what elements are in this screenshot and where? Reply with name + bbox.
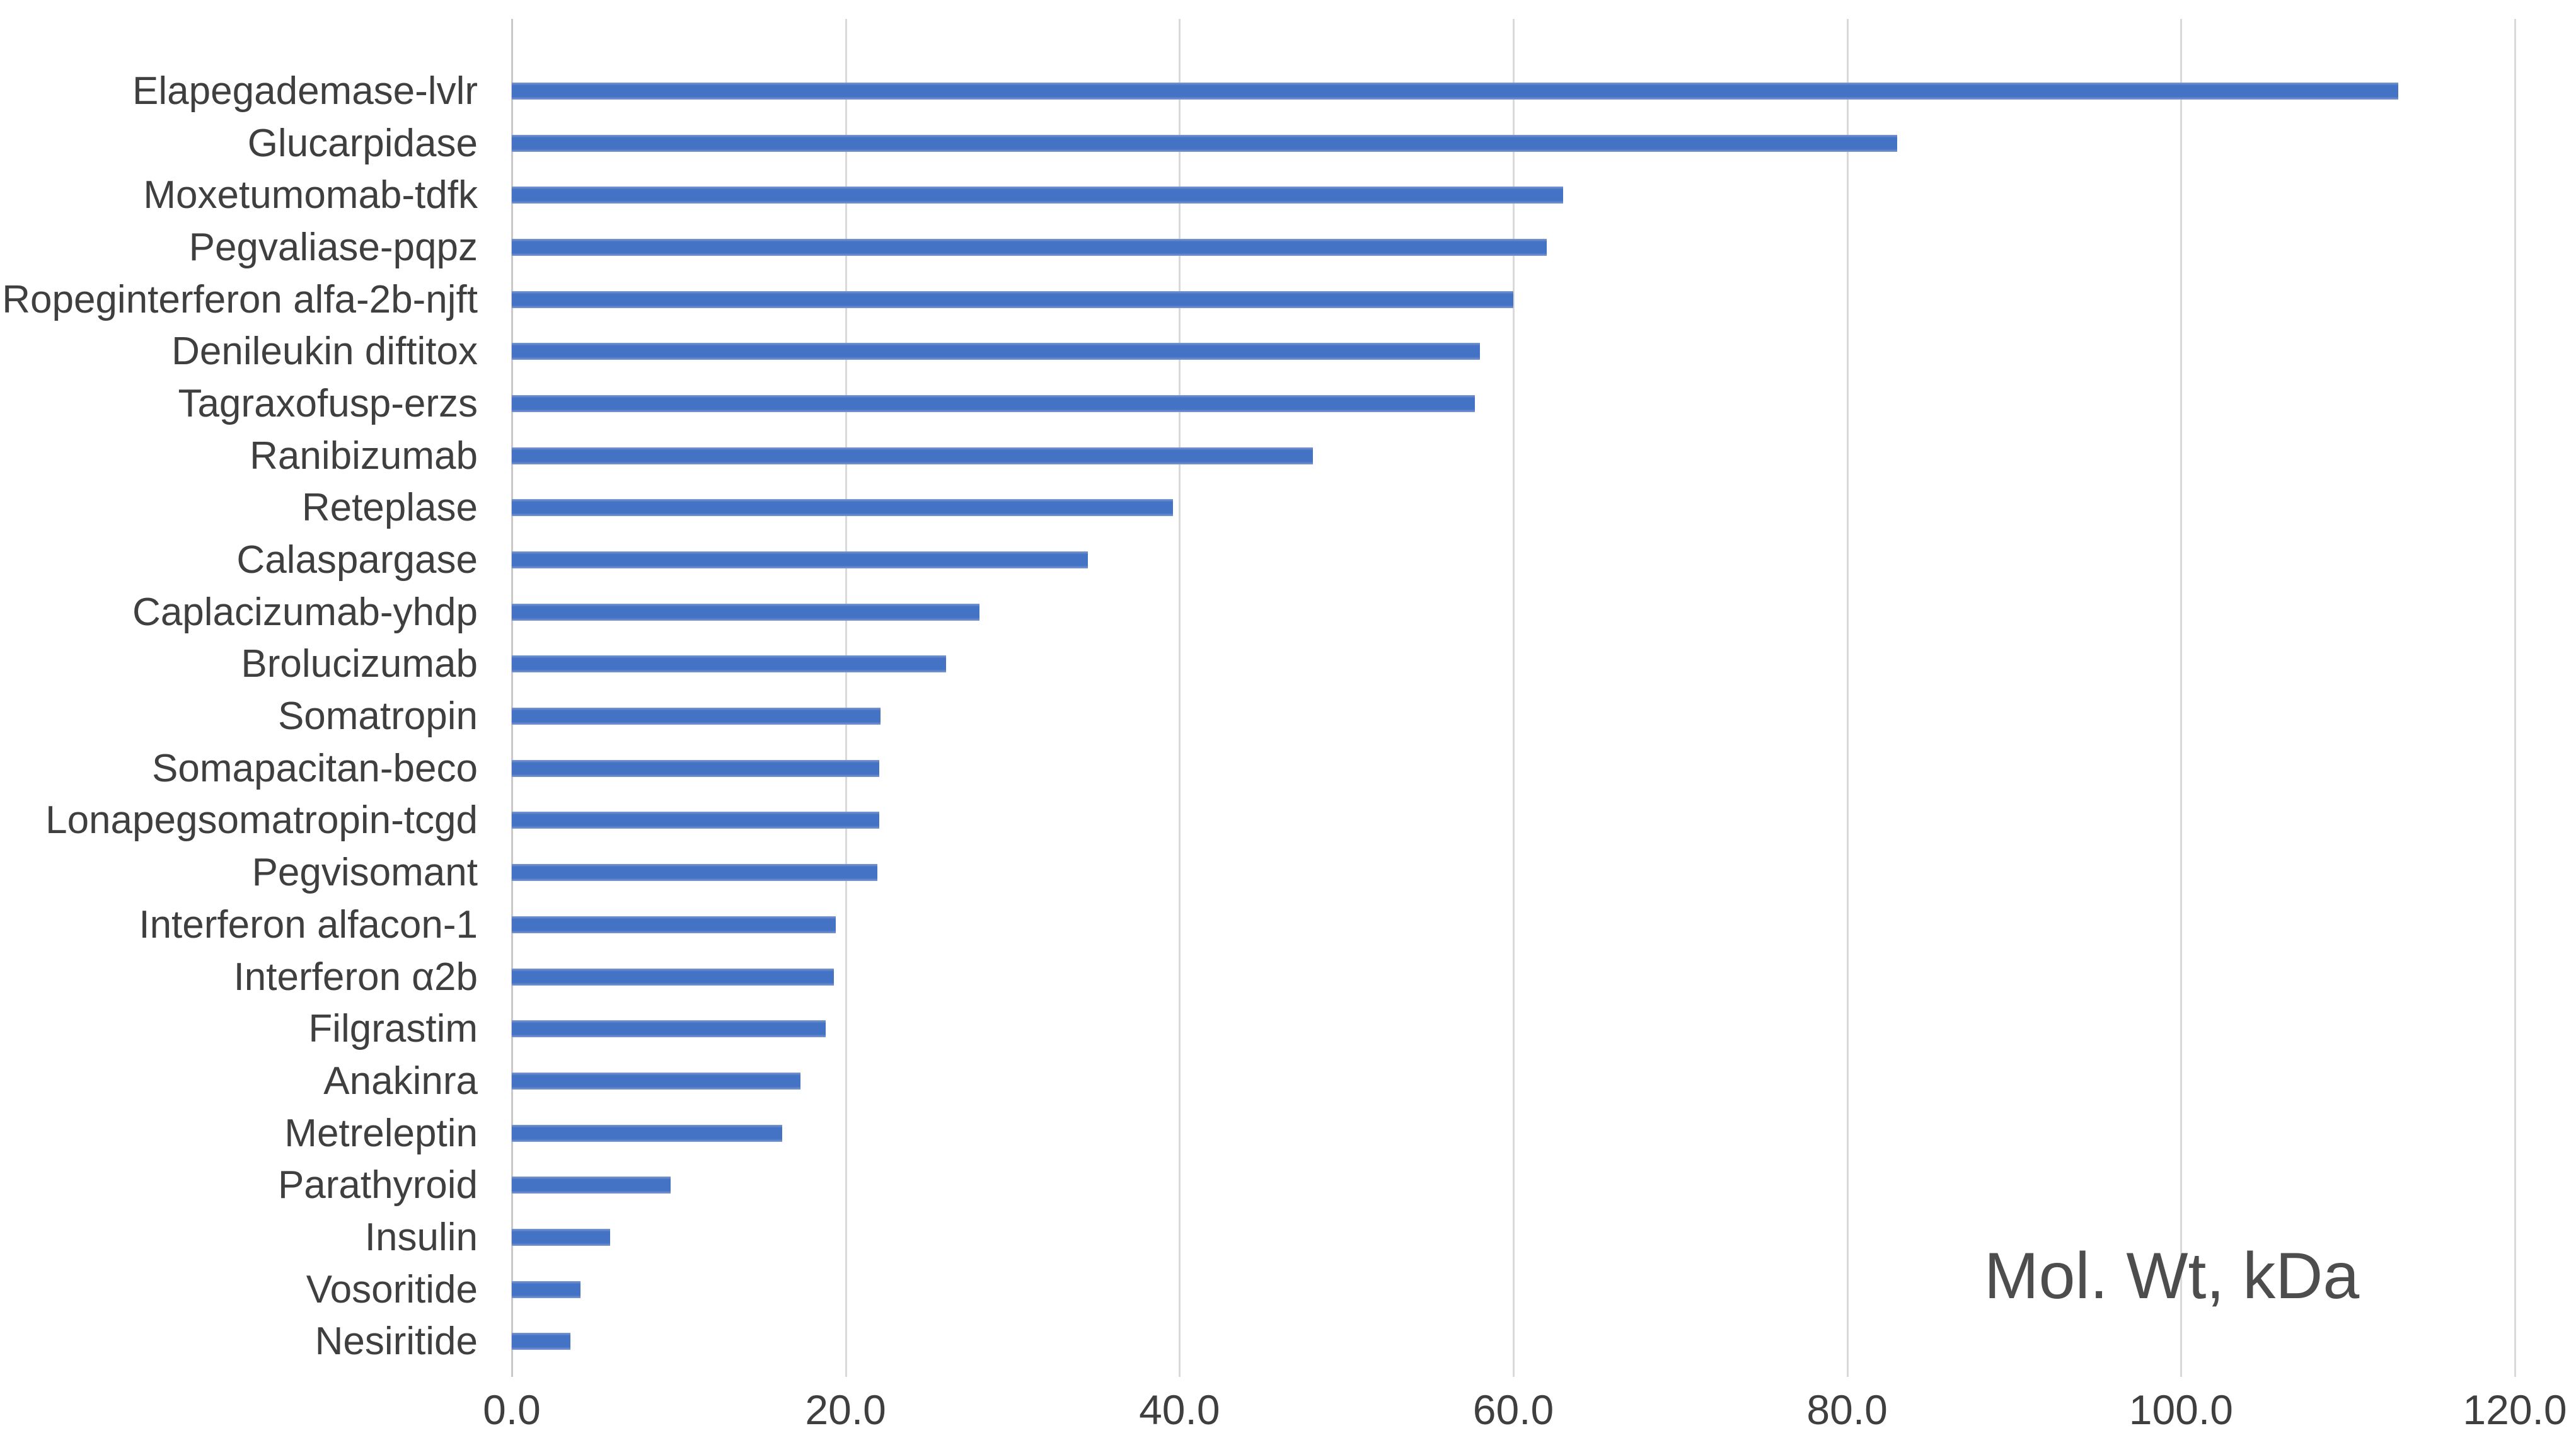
- category-label: Metreleptin: [284, 1111, 478, 1155]
- bar-row: [512, 951, 2515, 1003]
- bar-row: [512, 169, 2515, 221]
- bar-row: [512, 325, 2515, 377]
- bar: [512, 864, 877, 882]
- bar-row: [512, 1107, 2515, 1160]
- bar: [512, 1177, 671, 1194]
- category-label: Somatropin: [277, 694, 478, 739]
- gridline: [2514, 19, 2516, 1377]
- bar-row: [512, 65, 2515, 117]
- bar-row: [512, 899, 2515, 951]
- bar: [512, 82, 2398, 100]
- category-label: Ropeginterferon alfa-2b-njft: [2, 277, 478, 321]
- bar-row: [512, 795, 2515, 847]
- bar: [512, 1020, 826, 1038]
- category-label: Ranibizumab: [250, 434, 478, 478]
- bar-row: [512, 1316, 2515, 1368]
- x-tick-label: 60.0: [1472, 1386, 1554, 1433]
- category-label: Anakinra: [323, 1059, 478, 1103]
- bar: [512, 291, 1513, 308]
- bar-row: [512, 1055, 2515, 1107]
- category-label: Pegvisomant: [251, 851, 478, 895]
- category-label: Parathyroid: [277, 1163, 478, 1207]
- category-label: Filgrastim: [308, 1007, 478, 1051]
- bar: [512, 812, 879, 829]
- bar-row: [512, 846, 2515, 899]
- x-tick-label: 0.0: [483, 1386, 541, 1433]
- bar: [512, 968, 835, 986]
- bar-row: [512, 638, 2515, 691]
- bar-row: [512, 534, 2515, 586]
- category-label: Pegvaliase-pqpz: [188, 225, 478, 269]
- x-tick-label: 80.0: [1806, 1386, 1888, 1433]
- gridline: [1513, 19, 1515, 1377]
- bar: [512, 394, 1476, 412]
- x-axis-tick-labels: 0.0 20.0 40.0 60.0 80.0 100.0 120.0: [483, 1377, 2567, 1433]
- bars-container: [512, 65, 2515, 1367]
- bar: [512, 134, 1898, 152]
- gridline: [1179, 19, 1181, 1377]
- gridline: [845, 19, 847, 1377]
- category-label: Insulin: [364, 1215, 478, 1259]
- bar: [512, 655, 946, 673]
- category-label: Somapacitan-beco: [152, 746, 478, 790]
- bar: [512, 603, 979, 621]
- category-label: Vosoritide: [306, 1267, 478, 1311]
- category-label: Moxetumomab-tdfk: [143, 173, 478, 217]
- bar-row: [512, 1003, 2515, 1055]
- category-label: Interferon alfacon-1: [139, 902, 478, 947]
- bar: [512, 1072, 801, 1090]
- category-label: Interferon α2b: [233, 955, 478, 999]
- bar: [512, 343, 1481, 360]
- category-label: Reteplase: [301, 486, 478, 530]
- bar-row: [512, 377, 2515, 430]
- bar-row: [512, 221, 2515, 273]
- bar: [512, 1280, 580, 1298]
- y-axis-line: [511, 19, 513, 1377]
- category-labels: Elapegademase-lvlr Glucarpidase Moxetumoma…: [0, 65, 495, 1367]
- bar-row: [512, 1263, 2515, 1316]
- bar-row: [512, 1159, 2515, 1211]
- bar-row: [512, 482, 2515, 534]
- category-label: Elapegademase-lvlr: [132, 69, 478, 113]
- axis-unit-annotation: Mol. Wt, kDa: [1984, 1240, 2360, 1313]
- category-label: Caplacizumab-yhdp: [132, 590, 478, 634]
- bar-row: [512, 586, 2515, 638]
- x-tick-label: 120.0: [2463, 1386, 2567, 1433]
- bar: [512, 759, 879, 777]
- bar: [512, 1228, 611, 1246]
- bar: [512, 1333, 570, 1350]
- bar-row: [512, 690, 2515, 742]
- x-tick-label: 100.0: [2128, 1386, 2233, 1433]
- bar: [512, 551, 1088, 569]
- bar-row: [512, 273, 2515, 326]
- bar: [512, 187, 1564, 204]
- category-label: Brolucizumab: [241, 642, 478, 686]
- bar-row: [512, 430, 2515, 482]
- x-tick-label: 40.0: [1139, 1386, 1220, 1433]
- gridline: [2180, 19, 2183, 1377]
- plot-area: Mol. Wt, kDa: [512, 19, 2516, 1377]
- category-label: Calaspargase: [236, 538, 478, 582]
- bar: [512, 238, 1547, 256]
- bar-row: [512, 1211, 2515, 1263]
- category-label: Denileukin diftitox: [171, 330, 478, 374]
- category-label: Lonapegsomatropin-tcgd: [45, 798, 478, 843]
- bar-row: [512, 117, 2515, 170]
- bar: [512, 499, 1173, 517]
- category-label: Glucarpidase: [247, 121, 478, 165]
- category-label: Nesiritide: [315, 1320, 478, 1364]
- bar: [512, 916, 836, 933]
- bar-row: [512, 742, 2515, 795]
- category-label: Tagraxofusp-erzs: [178, 381, 478, 425]
- gridline: [1846, 19, 1849, 1377]
- bar: [512, 447, 1314, 464]
- bar: [512, 708, 881, 725]
- x-tick-label: 20.0: [805, 1386, 886, 1433]
- bar: [512, 1124, 783, 1142]
